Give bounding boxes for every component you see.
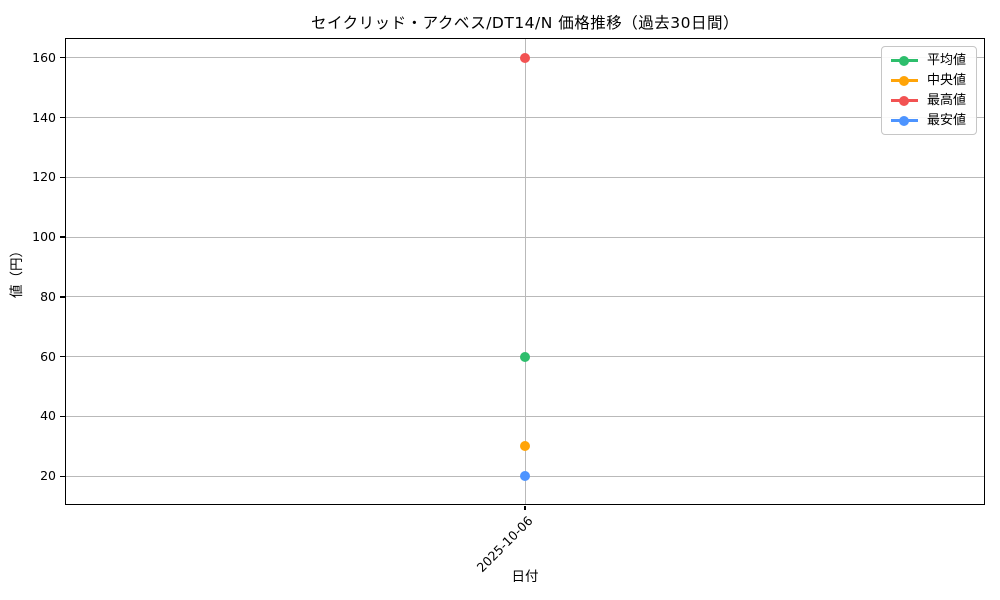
y-tick	[60, 57, 65, 59]
y-tick-label: 80	[40, 288, 56, 304]
y-tick	[60, 415, 65, 418]
legend-label: 最高値	[926, 93, 966, 108]
legend-line-sample	[890, 95, 918, 106]
x-axis-label: 日付	[511, 569, 539, 585]
legend-line-sample	[890, 75, 918, 86]
legend-item: 最安値	[890, 113, 966, 128]
legend-item: 中央値	[890, 73, 966, 88]
legend-marker	[899, 115, 910, 126]
legend-marker	[899, 95, 910, 106]
y-tick-label: 20	[40, 467, 56, 483]
y-tick-label: 120	[32, 169, 56, 185]
y-tick	[60, 475, 65, 477]
y-tick-label: 60	[40, 348, 56, 364]
y-tick-label: 140	[32, 109, 56, 125]
chart-title: セイクリッド・アクベス/DT14/N 価格推移（過去30日間）	[310, 14, 740, 32]
data-point-平均値	[520, 351, 530, 362]
y-tick-label: 160	[32, 49, 56, 65]
legend-label: 中央値	[926, 73, 966, 88]
legend: 平均値中央値最高値最安値	[880, 46, 977, 135]
y-tick	[60, 296, 65, 298]
data-point-中央値	[520, 441, 530, 452]
gridline-vertical	[524, 39, 526, 504]
legend-item: 最高値	[890, 93, 966, 108]
data-point-最高値	[520, 52, 530, 63]
data-point-最安値	[520, 471, 530, 482]
plot-area: 平均値 中央値 最高値 最安値 20 40 60 80 100 120 140 160 2025-10…	[32, 38, 985, 575]
legend-item: 平均値	[890, 53, 966, 68]
legend-label: 最安値	[926, 113, 966, 128]
y-tick	[60, 236, 65, 238]
y-tick-label: 40	[40, 408, 56, 424]
legend-label: 平均値	[926, 53, 966, 68]
legend-line-sample	[890, 115, 918, 126]
y-tick	[60, 356, 65, 358]
y-tick-label: 100	[32, 228, 56, 244]
legend-marker	[899, 75, 910, 86]
x-tick	[524, 505, 526, 510]
legend-line-sample	[890, 55, 918, 66]
y-tick	[60, 116, 65, 119]
legend-marker	[899, 55, 910, 66]
y-tick	[60, 176, 65, 178]
